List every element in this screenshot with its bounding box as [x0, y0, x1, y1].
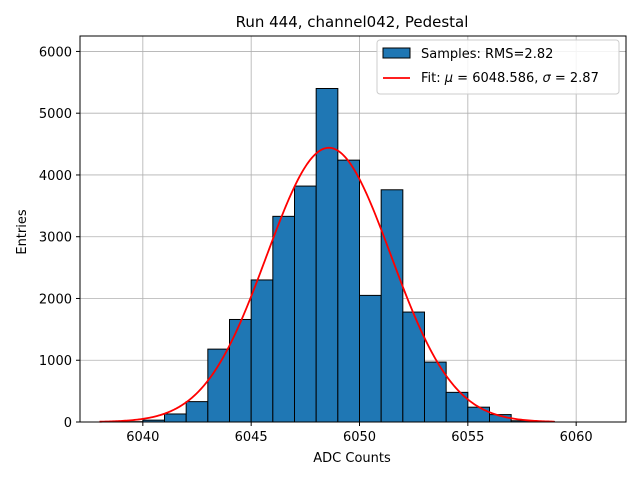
y-tick-label: 6000 — [39, 45, 72, 60]
y-tick-label: 0 — [64, 416, 72, 431]
histogram-bar — [402, 311, 426, 423]
legend-fit-label: Fit: μ = 6048.586, σ = 2.87 — [421, 71, 599, 86]
histogram-bar — [207, 348, 230, 423]
x-tick-label: 6060 — [560, 430, 593, 445]
x-tick-label: 6050 — [343, 430, 376, 445]
histogram-bar — [380, 189, 404, 423]
legend-fit-sigma-symbol: σ — [543, 71, 552, 86]
y-tick-label: 2000 — [39, 292, 72, 307]
legend-samples-swatch — [382, 47, 411, 59]
x-tick-label: 6055 — [451, 430, 484, 445]
fit-curve-group — [99, 146, 555, 423]
x-tick-label: 6040 — [126, 430, 159, 445]
histogram-bar — [272, 215, 296, 423]
histogram-bar — [315, 87, 339, 423]
legend-fit-mu-value: = 6048.586, — [453, 71, 542, 86]
plot-frame — [79, 35, 627, 423]
y-tick-label: 4000 — [39, 169, 72, 184]
y-tick-label: 1000 — [39, 354, 72, 369]
legend-box — [376, 39, 620, 95]
legend-fit-prefix: Fit: — [421, 71, 445, 86]
legend-fit-mu-symbol: μ — [444, 71, 453, 86]
histogram-bar — [164, 413, 187, 423]
histogram-bar — [185, 401, 209, 423]
histogram-bar — [337, 159, 361, 423]
x-axis-title: ADC Counts — [313, 451, 391, 466]
y-tick-label: 5000 — [39, 107, 72, 122]
histogram-bar — [467, 406, 491, 423]
legend: Samples: RMS=2.82 Fit: μ = 6048.586, σ =… — [376, 39, 620, 95]
histogram-bar — [294, 185, 317, 423]
legend-samples-label: Samples: RMS=2.82 — [421, 47, 553, 62]
y-tick-label: 3000 — [39, 231, 72, 246]
fit-curve — [99, 146, 555, 423]
x-tick-label: 6045 — [235, 430, 268, 445]
histogram-bar — [229, 318, 252, 423]
y-axis-title: Entries — [15, 209, 30, 255]
histogram-bar — [250, 279, 274, 423]
legend-fit-sigma-value: = 2.87 — [551, 71, 599, 86]
chart-title: Run 444, channel042, Pedestal — [236, 13, 469, 31]
histogram-bar — [359, 294, 382, 423]
axis-ticks: 6040 6045 6050 6055 6060 0 1000 2000 3000 4000 500… — [39, 45, 593, 445]
